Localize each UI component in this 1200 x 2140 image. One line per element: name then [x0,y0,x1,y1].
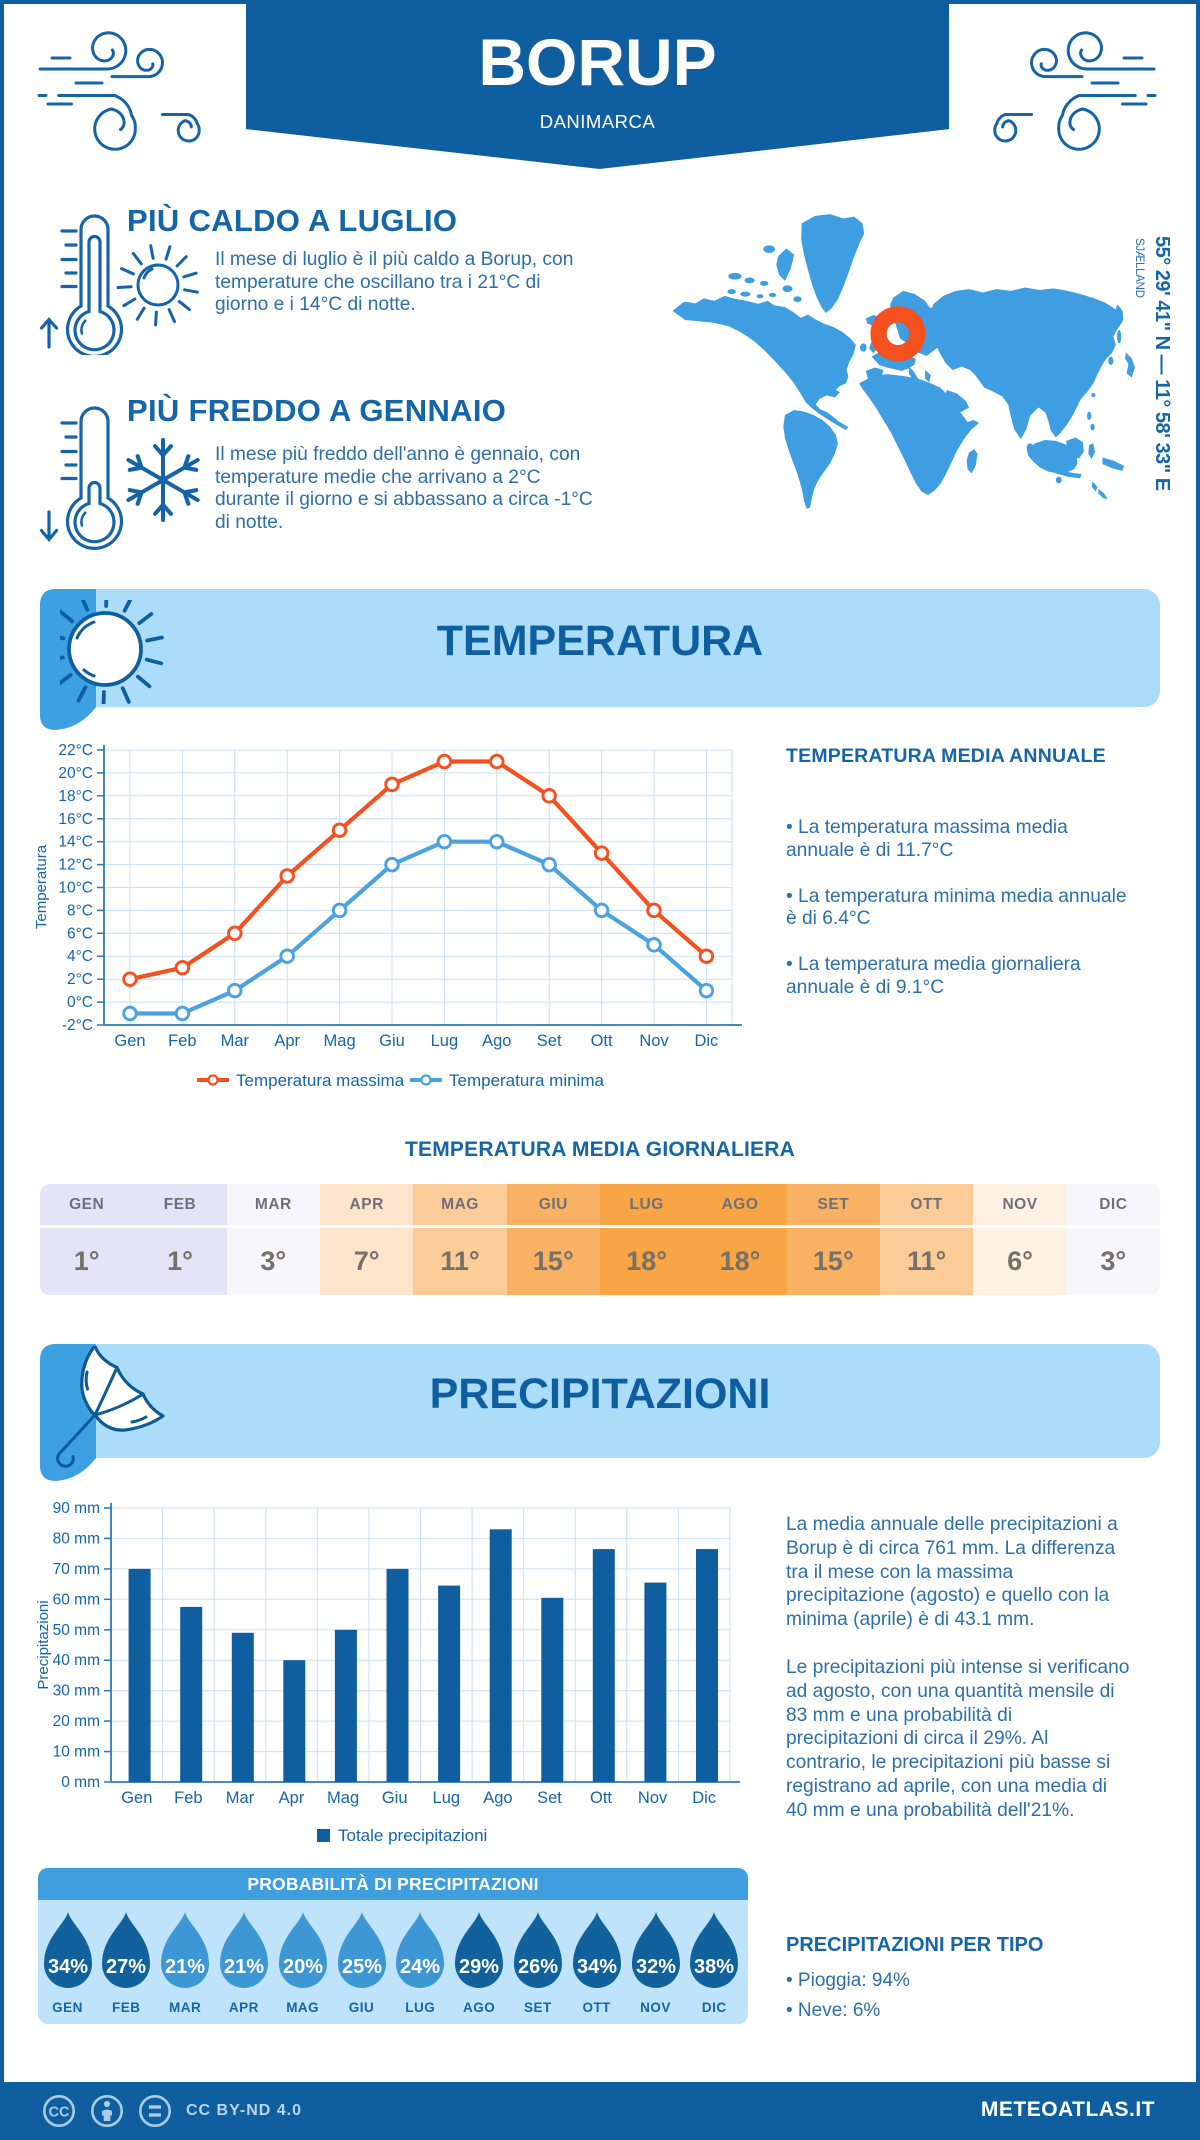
svg-text:Mar: Mar [221,1032,250,1050]
svg-text:Ago: Ago [482,1032,511,1050]
svg-text:Set: Set [537,1032,562,1050]
svg-text:Gen: Gen [121,1789,152,1807]
svg-text:0 mm: 0 mm [61,1774,100,1791]
svg-text:20°C: 20°C [58,765,93,782]
svg-text:25%: 25% [341,1956,381,1978]
svg-text:21%: 21% [165,1956,205,1978]
svg-text:90 mm: 90 mm [53,1500,100,1517]
svg-text:Precipitazioni: Precipitazioni [35,1600,52,1689]
svg-text:34%: 34% [577,1956,617,1978]
svg-text:2°C: 2°C [67,971,93,988]
svg-text:Mag: Mag [327,1789,359,1807]
svg-text:-2°C: -2°C [62,1017,93,1034]
svg-text:10°C: 10°C [58,880,93,897]
svg-text:20 mm: 20 mm [53,1713,100,1730]
svg-text:Mar: Mar [226,1789,255,1807]
svg-text:Ott: Ott [591,1032,613,1050]
svg-text:Temperatura: Temperatura [33,844,50,929]
svg-text:8°C: 8°C [67,902,93,919]
svg-text:Temperatura minima: Temperatura minima [449,1071,604,1090]
svg-text:16°C: 16°C [58,811,93,828]
svg-text:Lug: Lug [433,1789,461,1807]
svg-text:50 mm: 50 mm [53,1622,100,1639]
svg-text:Dic: Dic [692,1789,716,1807]
svg-text:Ago: Ago [483,1789,512,1807]
svg-text:Ott: Ott [590,1789,612,1807]
svg-text:60 mm: 60 mm [53,1591,100,1608]
svg-text:Gen: Gen [114,1032,145,1050]
svg-text:24%: 24% [400,1956,440,1978]
svg-text:Apr: Apr [279,1789,305,1807]
svg-text:6°C: 6°C [67,925,93,942]
svg-text:Temperatura massima: Temperatura massima [236,1071,405,1090]
svg-text:Nov: Nov [638,1789,668,1807]
svg-text:38%: 38% [694,1956,734,1978]
svg-text:20%: 20% [283,1956,323,1978]
svg-text:Totale precipitazioni: Totale precipitazioni [338,1826,487,1845]
svg-text:18°C: 18°C [58,788,93,805]
svg-text:Lug: Lug [431,1032,459,1050]
svg-text:80 mm: 80 mm [53,1530,100,1547]
svg-text:Mag: Mag [324,1032,356,1050]
svg-text:Feb: Feb [168,1032,196,1050]
svg-text:21%: 21% [224,1956,264,1978]
svg-text:26%: 26% [518,1956,558,1978]
svg-text:10 mm: 10 mm [53,1744,100,1761]
svg-text:Dic: Dic [694,1032,718,1050]
svg-text:34%: 34% [47,1956,87,1978]
svg-text:Apr: Apr [274,1032,300,1050]
svg-text:4°C: 4°C [67,948,93,965]
svg-text:Giu: Giu [379,1032,405,1050]
svg-text:CC: CC [49,2105,70,2121]
svg-text:27%: 27% [106,1956,146,1978]
svg-text:12°C: 12°C [58,857,93,874]
svg-text:0°C: 0°C [67,994,93,1011]
svg-text:30 mm: 30 mm [53,1683,100,1700]
svg-text:Set: Set [537,1789,562,1807]
svg-text:14°C: 14°C [58,834,93,851]
svg-text:40 mm: 40 mm [53,1652,100,1669]
svg-text:70 mm: 70 mm [53,1561,100,1578]
svg-text:Giu: Giu [382,1789,408,1807]
svg-text:32%: 32% [635,1956,675,1978]
svg-text:Feb: Feb [174,1789,202,1807]
svg-text:22°C: 22°C [58,742,93,759]
svg-text:29%: 29% [459,1956,499,1978]
svg-text:Nov: Nov [639,1032,669,1050]
